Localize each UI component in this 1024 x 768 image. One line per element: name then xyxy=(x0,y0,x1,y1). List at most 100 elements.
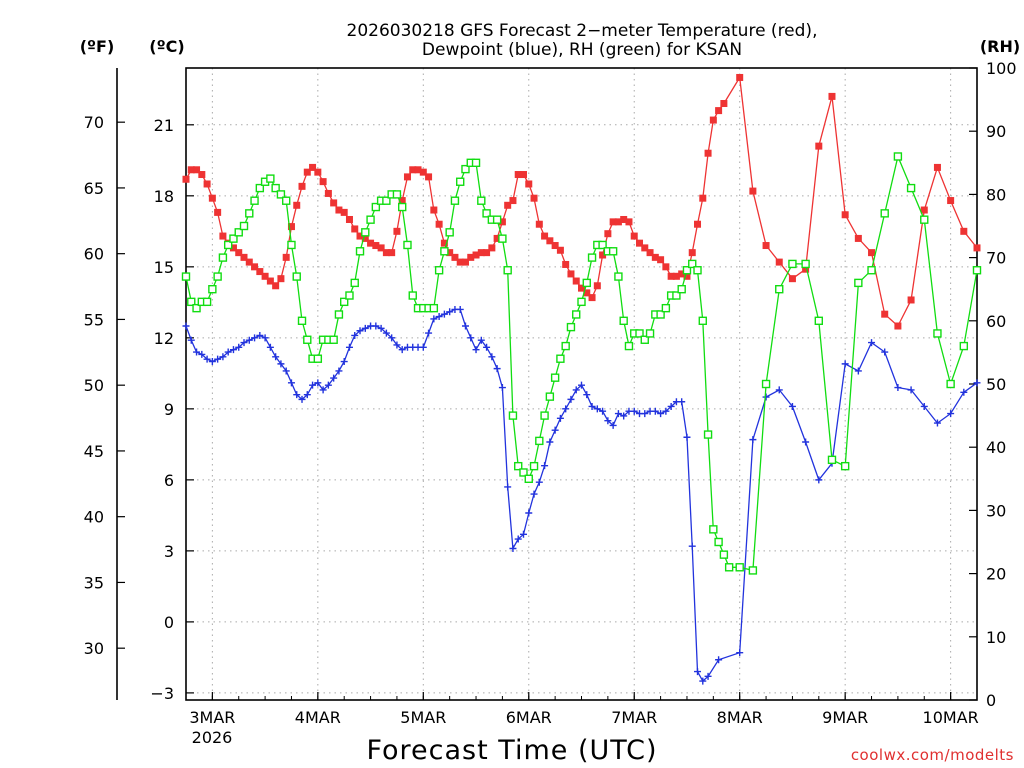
temperature-point xyxy=(298,182,306,190)
rh-point xyxy=(972,266,982,275)
rh-point xyxy=(292,272,301,281)
rh-point xyxy=(608,247,618,256)
temperature-point xyxy=(461,258,469,266)
rh-point xyxy=(366,215,375,224)
dewpoint-point xyxy=(947,410,955,418)
rh-point xyxy=(482,209,491,218)
rh-point xyxy=(245,209,254,218)
rh-tick-label: 90 xyxy=(986,122,1006,141)
fahrenheit-tick-label: 45 xyxy=(84,442,104,461)
rh-point xyxy=(392,190,402,199)
dewpoint-point xyxy=(599,407,607,415)
rh-point xyxy=(350,278,359,288)
rh-point xyxy=(234,228,243,237)
dewpoint-point xyxy=(483,343,491,351)
rh-point xyxy=(303,335,312,344)
x-tick-label: 4MAR xyxy=(295,708,341,727)
temperature-point xyxy=(261,272,269,280)
dewpoint-point xyxy=(335,367,343,375)
temperature-point xyxy=(377,244,385,252)
temperature-point xyxy=(694,220,702,228)
rh-point xyxy=(556,354,565,363)
series-filled-square xyxy=(182,73,981,330)
temperature-point xyxy=(456,258,464,266)
rh-point xyxy=(445,228,454,237)
temperature-point xyxy=(683,272,691,280)
fahrenheit-tick-label: 35 xyxy=(84,573,104,592)
temperature-point xyxy=(614,218,622,226)
temperature-point xyxy=(425,173,433,181)
rh-point xyxy=(271,183,280,193)
series-line xyxy=(185,154,978,572)
rh-point xyxy=(192,303,201,313)
rh-point xyxy=(598,240,607,250)
rh-point xyxy=(218,253,228,262)
dewpoint-point xyxy=(425,329,433,337)
temperature-point xyxy=(715,107,723,115)
dewpoint-point xyxy=(398,346,406,354)
temperature-point xyxy=(266,277,274,285)
rh-point xyxy=(946,379,955,389)
rh-tick-label: 30 xyxy=(986,501,1006,520)
temperature-point xyxy=(488,244,496,252)
temperature-point xyxy=(282,253,290,261)
rh-point xyxy=(656,310,665,319)
dewpoint-point xyxy=(841,360,849,368)
temperature-point xyxy=(382,249,390,257)
rh-tick-label: 40 xyxy=(986,438,1006,457)
dewpoint-point xyxy=(504,483,512,491)
dewpoint-point xyxy=(314,379,322,387)
temperature-point xyxy=(467,253,475,261)
dewpoint-point xyxy=(293,391,301,399)
dewpoint-point xyxy=(393,341,401,349)
dewpoint-point xyxy=(662,407,670,415)
rh-point xyxy=(775,285,784,294)
rh-tick-label: 50 xyxy=(986,375,1006,394)
dewpoint-point xyxy=(266,343,274,351)
temperature-point xyxy=(219,232,227,240)
temperature-point xyxy=(588,294,596,302)
fahrenheit-tick-label: 40 xyxy=(84,508,104,527)
dewpoint-point xyxy=(609,421,617,429)
dewpoint-point xyxy=(203,355,211,363)
temperature-point xyxy=(593,282,601,290)
rh-tick-label: 70 xyxy=(986,249,1006,268)
rh-point xyxy=(297,316,307,325)
temperature-point xyxy=(525,180,533,188)
temperature-point xyxy=(636,239,644,247)
fahrenheit-tick-label: 60 xyxy=(84,245,104,264)
celsius-tick-label: 6 xyxy=(164,471,174,490)
dewpoint-point xyxy=(351,331,359,339)
rh-point xyxy=(456,177,465,186)
fahrenheit-tick-label: 30 xyxy=(84,639,104,658)
dewpoint-point xyxy=(657,410,665,418)
rh-point xyxy=(661,303,671,313)
dewpoint-point xyxy=(530,490,538,498)
fahrenheit-tick-label: 65 xyxy=(84,179,104,198)
rh-point xyxy=(893,152,903,161)
temperature-point xyxy=(403,173,411,181)
temperature-point xyxy=(881,310,889,318)
dewpoint-point xyxy=(245,336,253,344)
credit-label: coolwx.com/modelts xyxy=(851,746,1014,764)
temperature-point xyxy=(720,100,728,108)
dewpoint-point xyxy=(572,386,580,394)
temperature-point xyxy=(208,194,216,202)
dewpoint-point xyxy=(219,353,227,361)
rh-point xyxy=(503,266,512,275)
temperature-point xyxy=(688,249,696,257)
rh-point xyxy=(587,253,597,262)
rh-point xyxy=(550,373,560,382)
rh-point xyxy=(529,461,539,471)
rh-point xyxy=(906,183,916,193)
rh-point xyxy=(703,430,713,439)
rh-point xyxy=(920,215,929,224)
dewpoint-point xyxy=(377,324,385,332)
temperature-point xyxy=(514,171,522,179)
dewpoint-point xyxy=(541,462,549,470)
temperature-point xyxy=(541,232,549,240)
temperature-point xyxy=(245,258,253,266)
rh-point xyxy=(223,240,233,250)
temperature-point xyxy=(625,218,633,226)
